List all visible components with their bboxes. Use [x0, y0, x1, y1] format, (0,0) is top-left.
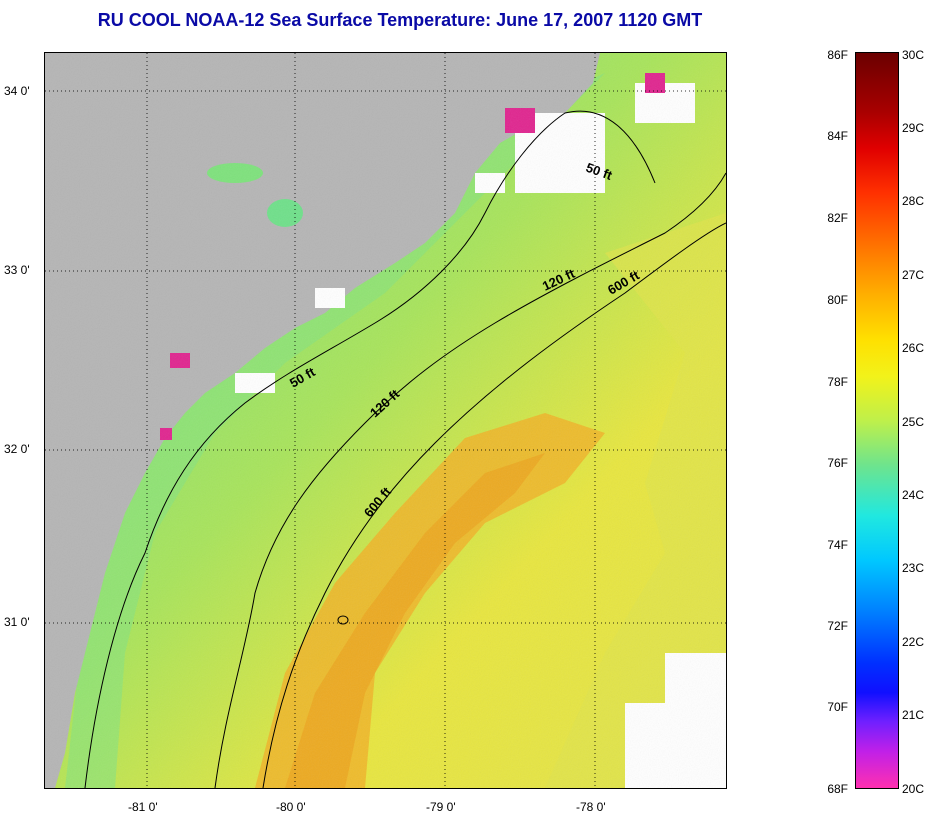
c-label-28: 28C	[902, 194, 925, 208]
f-label-86: 86F	[827, 48, 848, 62]
lon-label-81: -81 0'	[128, 800, 158, 814]
lon-label-80: -80 0'	[276, 800, 306, 814]
f-label-76: 76F	[827, 456, 848, 470]
contour-600ft	[262, 222, 726, 788]
lat-label-34: 34 0'	[4, 84, 30, 98]
c-label-25: 25C	[902, 415, 925, 429]
contour-120ft	[214, 172, 726, 788]
c-label-30: 30C	[902, 48, 925, 62]
f-label-82: 82F	[827, 211, 848, 225]
lat-label-33: 33 0'	[4, 263, 30, 277]
c-label-21: 21C	[902, 708, 925, 722]
f-label-78: 78F	[827, 375, 848, 389]
c-label-23: 23C	[902, 561, 925, 575]
f-label-74: 74F	[827, 538, 848, 552]
seamount-contour	[337, 615, 349, 625]
c-label-20: 20C	[902, 782, 925, 796]
lat-label-31: 31 0'	[4, 615, 30, 629]
c-label-27: 27C	[902, 268, 925, 282]
f-label-84: 84F	[827, 129, 848, 143]
lat-label-32: 32 0'	[4, 442, 30, 456]
f-label-70: 70F	[827, 700, 848, 714]
f-label-72: 72F	[827, 619, 848, 633]
map-title: RU COOL NOAA-12 Sea Surface Temperature:…	[97, 10, 703, 30]
f-label-68: 68F	[827, 782, 848, 796]
c-label-26: 26C	[902, 341, 925, 355]
color-scale-bar	[855, 52, 899, 789]
c-label-24: 24C	[902, 488, 925, 502]
sst-map: 50 ft 50 ft 120 ft 120 ft 600 ft 600 ft	[44, 52, 727, 789]
c-label-22: 22C	[902, 635, 925, 649]
lon-label-79: -79 0'	[426, 800, 456, 814]
contour-50ft	[84, 110, 656, 788]
c-label-29: 29C	[902, 121, 925, 135]
lon-label-78: -78 0'	[576, 800, 606, 814]
grid-lines	[45, 53, 726, 788]
f-label-80: 80F	[827, 293, 848, 307]
